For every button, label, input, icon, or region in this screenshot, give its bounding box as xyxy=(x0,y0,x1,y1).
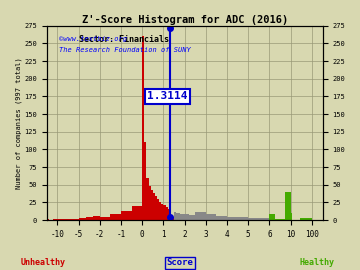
Bar xyxy=(168,210,170,220)
Bar xyxy=(163,205,166,220)
Title: Z'-Score Histogram for ADC (2016): Z'-Score Histogram for ADC (2016) xyxy=(81,15,288,25)
Bar xyxy=(144,142,147,220)
Bar xyxy=(206,214,216,220)
Text: Score: Score xyxy=(167,258,193,267)
Text: Unhealthy: Unhealthy xyxy=(21,258,66,267)
Bar xyxy=(275,219,285,220)
Bar xyxy=(157,199,159,220)
Bar xyxy=(238,217,248,220)
Bar xyxy=(172,217,174,220)
Bar xyxy=(111,214,121,220)
Bar xyxy=(161,204,163,220)
Bar xyxy=(57,219,62,220)
Bar xyxy=(147,178,149,220)
Bar xyxy=(166,207,168,220)
Bar xyxy=(86,217,93,220)
Bar xyxy=(185,214,189,220)
Bar xyxy=(300,218,312,220)
Text: The Research Foundation of SUNY: The Research Foundation of SUNY xyxy=(59,47,191,53)
Bar xyxy=(248,218,259,220)
Bar xyxy=(189,215,195,220)
Text: ©www.textbiz.org: ©www.textbiz.org xyxy=(59,36,127,42)
Text: Healthy: Healthy xyxy=(299,258,334,267)
Bar xyxy=(142,36,144,220)
Bar xyxy=(36,219,49,220)
Bar xyxy=(270,214,275,220)
Bar xyxy=(155,196,157,220)
Bar xyxy=(93,216,100,220)
Bar xyxy=(53,219,57,220)
Bar xyxy=(74,219,78,220)
Text: Sector: Financials: Sector: Financials xyxy=(78,35,168,44)
Bar xyxy=(149,186,151,220)
Bar xyxy=(100,217,111,220)
Bar xyxy=(195,212,206,220)
Bar xyxy=(174,212,176,220)
Bar xyxy=(159,202,161,220)
Bar xyxy=(176,213,180,220)
Bar xyxy=(180,214,185,220)
Bar xyxy=(70,219,74,220)
Bar xyxy=(132,206,142,220)
Bar xyxy=(78,218,86,220)
Bar xyxy=(259,218,270,220)
Bar xyxy=(121,211,132,220)
Bar xyxy=(170,215,172,220)
Bar xyxy=(66,219,70,220)
Bar xyxy=(153,193,155,220)
Text: 1.3114: 1.3114 xyxy=(147,92,188,102)
Bar xyxy=(227,217,238,220)
Bar xyxy=(151,190,153,220)
Bar xyxy=(291,213,292,220)
Bar xyxy=(285,192,291,220)
Bar xyxy=(216,216,227,220)
Y-axis label: Number of companies (997 total): Number of companies (997 total) xyxy=(15,57,22,189)
Bar xyxy=(62,219,66,220)
